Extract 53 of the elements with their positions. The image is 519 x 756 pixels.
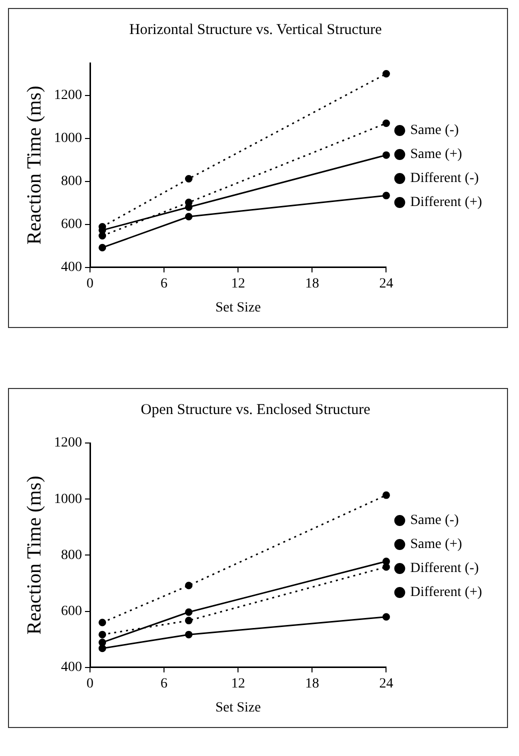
x-tick-label: 12 [231,276,246,292]
chart-title: Horizontal Structure vs. Vertical Structure [129,22,382,38]
point [382,70,390,78]
point [98,638,106,646]
point [382,491,390,499]
point [382,613,390,621]
x-tick-label: 24 [379,276,394,292]
x-tick-label: 6 [160,676,168,692]
y-tick-label: 600 [61,217,82,232]
y-tick-label: 600 [61,604,82,619]
legend-label: Different (+) [410,585,482,600]
point [382,151,390,159]
legend-label: Same (+) [410,147,462,162]
x-tick-label: 24 [379,676,394,692]
y-tick-label: 1200 [54,88,82,103]
y-tick-label: 800 [61,174,82,190]
y-tick-label: 400 [61,660,82,676]
point [98,244,106,252]
legend-label: Same (-) [410,513,460,528]
x-tick-label: 6 [160,276,168,292]
y-tick-label: 1200 [54,436,82,451]
point [382,558,390,566]
x-tick-label: 18 [305,276,320,292]
x-axis-title: Set Size [215,700,261,716]
y-axis-title: Reaction Time (ms) [23,476,46,635]
y-tick-label: 400 [61,260,82,276]
point [98,644,106,652]
chart-title: Open Structure vs. Enclosed Structure [140,402,371,418]
point [98,232,106,240]
point [98,618,106,626]
x-tick-label: 18 [305,676,320,692]
x-tick-label: 0 [86,676,94,692]
x-tick-label: 12 [231,676,246,692]
x-tick-label: 0 [86,276,94,292]
point [184,616,192,624]
point [382,119,390,127]
point [184,212,192,220]
y-axis-title: Reaction Time (ms) [23,86,46,245]
legend-label: Different (-) [410,561,480,576]
point [184,582,192,590]
point [382,192,390,200]
point [184,630,192,638]
y-tick-label: 1000 [54,130,82,146]
point [98,630,106,638]
point [184,608,192,616]
y-tick-label: 1000 [54,492,82,507]
legend-label: Same (-) [410,123,460,138]
y-tick-label: 800 [61,548,82,563]
legend-label: Different (-) [410,171,480,186]
legend-label: Different (+) [410,195,482,210]
legend-label: Same (+) [410,537,462,552]
point [184,175,192,183]
x-axis-title: Set Size [215,300,261,316]
